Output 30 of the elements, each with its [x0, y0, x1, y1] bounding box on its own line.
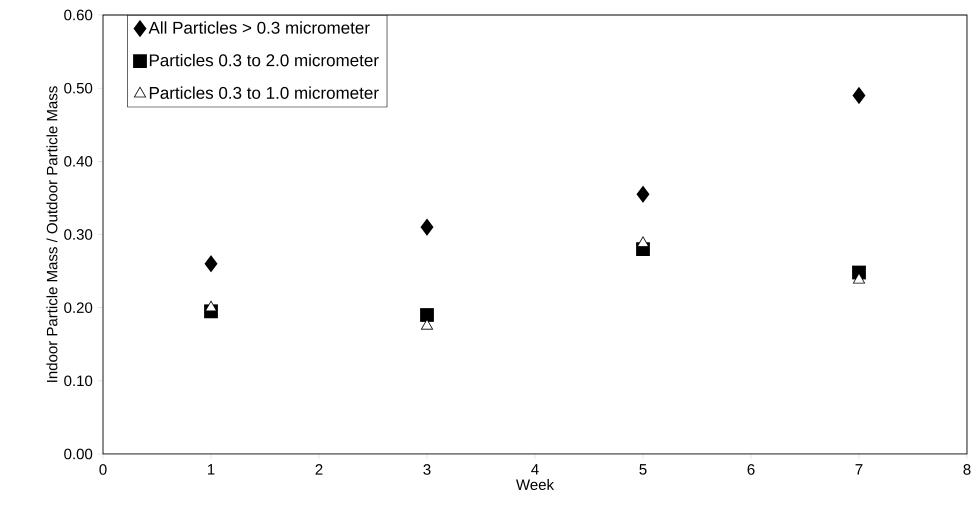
x-tick-label: 5: [639, 464, 647, 475]
x-tick-label: 1: [208, 464, 214, 475]
y-tick-label: 0.50: [64, 82, 92, 94]
x-axis-title: Week: [516, 479, 554, 490]
x-tick-label: 8: [963, 464, 970, 475]
legend-label: All Particles > 0.3 micrometer: [148, 21, 370, 34]
y-axis-title: Indoor Particle Mass / Outdoor Particle Mass: [46, 86, 58, 382]
x-tick-label: 3: [423, 464, 431, 475]
point: [636, 186, 650, 203]
point: [204, 255, 218, 272]
x-tick-label: 6: [748, 464, 755, 475]
y-tick-label: 0.30: [64, 229, 92, 240]
x-tick-label: 7: [856, 464, 862, 475]
y-tick-label: 0.20: [64, 302, 92, 313]
x-tick-label: 4: [531, 464, 539, 475]
x-tick-label: 2: [316, 464, 322, 475]
point: [852, 87, 866, 104]
point: [204, 300, 218, 312]
y-tick-label: 0.10: [64, 376, 92, 386]
legend-label: Particles 0.3 to 2.0 micrometer: [150, 54, 379, 66]
point: [852, 272, 866, 284]
point: [420, 308, 434, 322]
point: [420, 319, 434, 330]
legend-label: Particles 0.3 to 1.0 micrometer: [150, 86, 379, 99]
y-tick-label: 0.00: [64, 448, 92, 460]
x-tick-label: 0: [99, 464, 107, 475]
point: [636, 236, 650, 247]
point: [420, 218, 434, 236]
y-tick-label: 0.60: [64, 10, 92, 20]
y-tick-label: 0.40: [64, 156, 92, 167]
